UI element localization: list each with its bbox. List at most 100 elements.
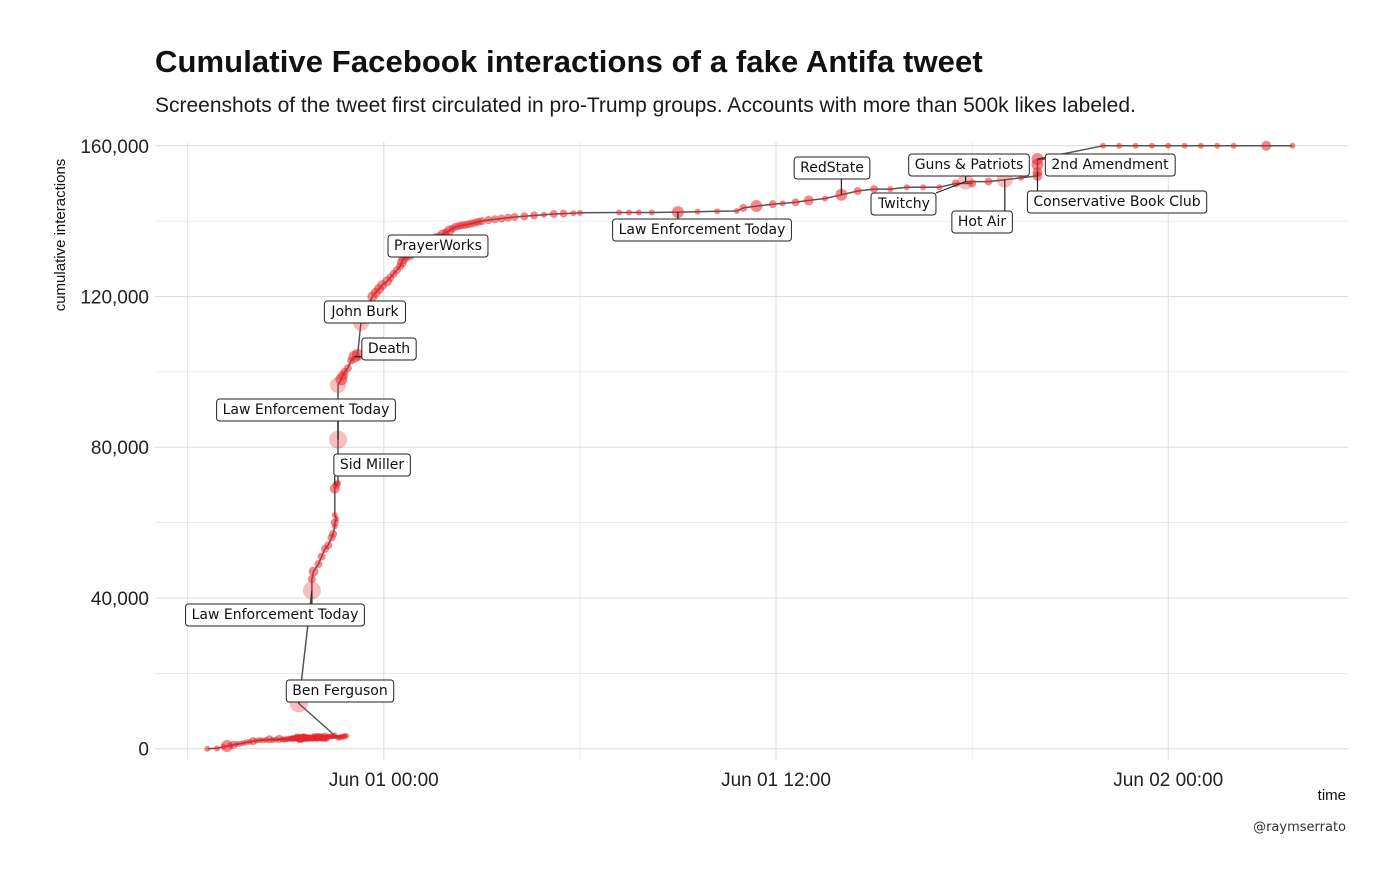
annotation-box <box>793 156 871 180</box>
data-point <box>314 560 323 569</box>
data-point <box>343 364 352 373</box>
data-point <box>243 739 250 746</box>
annotation-text: Guns & Patriots <box>915 157 1024 173</box>
data-point <box>477 217 486 226</box>
y-tick-label: 120,000 <box>80 288 149 309</box>
data-point <box>870 185 879 194</box>
annotation-label: Sid Miller <box>333 453 411 485</box>
annotation-label: Hot Air <box>951 179 1013 234</box>
annotation-text: Ben Ferguson <box>292 683 387 699</box>
x-axis-title: time <box>1318 787 1346 804</box>
annotation-text: 2nd Amendment <box>1051 157 1169 173</box>
data-point <box>1132 142 1139 149</box>
annotation-text: RedState <box>800 160 864 176</box>
annotation-box <box>1044 153 1176 177</box>
y-tick-label: 80,000 <box>91 438 149 459</box>
data-point <box>887 186 894 193</box>
annotation-text: Conservative Book Club <box>1033 194 1200 210</box>
annotation-text: PrayerWorks <box>394 238 482 254</box>
data-point <box>951 179 960 188</box>
data-point <box>733 207 740 214</box>
annotation-text: Hot Air <box>958 214 1006 230</box>
y-axis-title: cumulative interactions <box>52 159 69 312</box>
annotation-label: Twitchy <box>870 181 966 216</box>
data-point <box>331 512 338 519</box>
data-point <box>335 480 342 487</box>
annotation-label: PrayerWorks <box>387 234 489 258</box>
annotation-connector <box>935 181 966 194</box>
data-point <box>714 208 721 215</box>
data-point <box>1214 142 1221 149</box>
data-point <box>227 742 234 749</box>
data-point <box>920 184 927 191</box>
data-point <box>351 348 364 361</box>
data-point <box>984 177 993 186</box>
annotation-label: RedState <box>793 156 871 195</box>
chart-title: Cumulative Facebook interactions of a fa… <box>155 44 983 79</box>
annotation-box <box>323 300 407 324</box>
author-credit: @raymserrato <box>1253 820 1346 835</box>
data-point <box>750 200 763 213</box>
data-point <box>822 195 829 202</box>
annotation-box <box>870 192 937 216</box>
annotation-label: 2nd Amendment <box>1037 153 1176 177</box>
annotation-label: Death <box>354 337 417 361</box>
annotation-label: John Burk <box>323 300 407 324</box>
data-point <box>259 737 266 744</box>
annotation-box <box>285 679 395 703</box>
annotation-text: Law Enforcement Today <box>223 402 390 418</box>
data-point <box>570 210 577 217</box>
annotation-text: Twitchy <box>877 196 930 212</box>
annotation-text: Law Enforcement Today <box>619 222 786 238</box>
annotation-text: Death <box>368 341 410 357</box>
annotation-box <box>361 337 417 361</box>
data-point <box>307 575 316 584</box>
annotation-text: Law Enforcement Today <box>192 607 359 623</box>
data-point <box>1116 142 1123 149</box>
data-point <box>1148 142 1155 149</box>
data-point <box>1261 140 1272 151</box>
x-tick-label: Jun 01 00:00 <box>329 770 439 791</box>
data-point <box>616 209 623 216</box>
data-point <box>968 179 977 188</box>
data-point <box>853 186 862 195</box>
data-point <box>510 212 519 221</box>
annotation-label: Ben Ferguson <box>285 679 395 704</box>
data-point <box>520 212 529 221</box>
data-point <box>490 215 499 224</box>
annotation-box <box>216 398 396 422</box>
data-point <box>694 208 701 215</box>
data-point <box>308 566 319 577</box>
data-point <box>1165 142 1172 149</box>
data-point <box>936 184 943 191</box>
data-point <box>269 737 276 744</box>
data-point <box>540 211 547 218</box>
annotation-box <box>387 234 489 258</box>
data-point <box>791 198 800 207</box>
data-point <box>329 529 338 538</box>
data-point <box>648 209 655 216</box>
data-point <box>576 209 583 216</box>
annotation-label: Conservative Book Club <box>1026 172 1208 214</box>
data-point <box>279 736 286 743</box>
data-point <box>559 209 568 218</box>
data-point <box>530 211 539 220</box>
annotation-label: Law Enforcement Today <box>612 212 792 242</box>
data-point <box>204 745 211 752</box>
y-tick-label: 0 <box>138 740 149 761</box>
data-point <box>739 203 748 212</box>
annotation-box <box>185 603 365 627</box>
annotation-text: John Burk <box>330 304 399 320</box>
data-point <box>317 552 326 561</box>
data-point <box>768 200 777 209</box>
data-point <box>803 195 814 206</box>
data-point <box>635 209 642 216</box>
grid <box>155 142 1348 760</box>
axes: Jun 01 00:00 Jun 01 12:00 Jun 02 00:00 0 40,… <box>80 137 1223 791</box>
data-point <box>484 216 493 225</box>
data-point <box>233 741 240 748</box>
data-point <box>214 745 221 752</box>
data-point <box>503 213 512 222</box>
annotation-box <box>951 210 1013 234</box>
